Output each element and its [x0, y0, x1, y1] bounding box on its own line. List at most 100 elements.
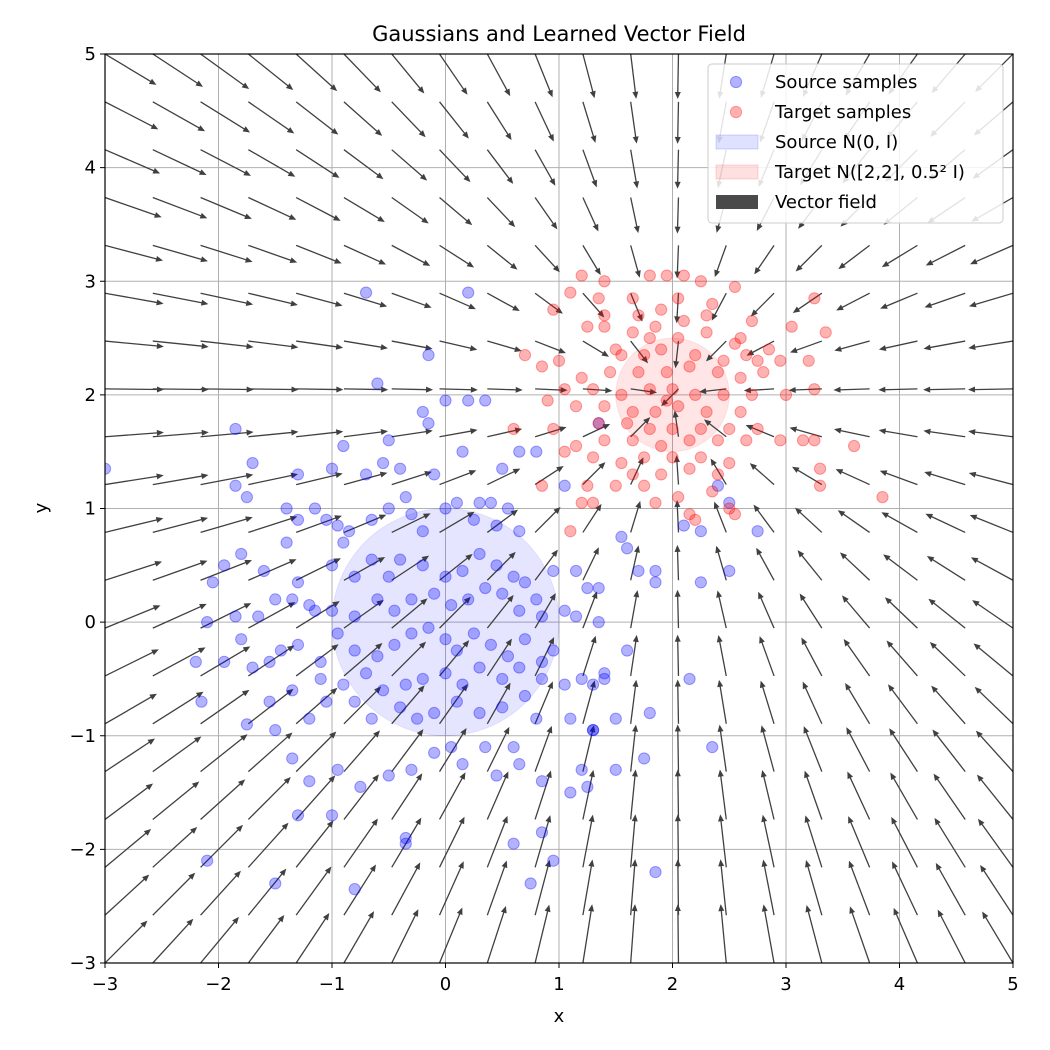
target-point — [672, 331, 685, 345]
target-point — [603, 366, 617, 379]
source-point — [376, 456, 390, 470]
vector-arrow — [925, 513, 966, 534]
vector-arrow — [970, 244, 1013, 265]
target-point — [813, 479, 827, 492]
vector-arrow — [438, 816, 465, 868]
source-point — [439, 394, 452, 407]
vector-arrow — [892, 861, 919, 916]
vector-arrow — [486, 815, 508, 868]
target-point — [734, 371, 747, 384]
vector-arrow — [674, 245, 681, 279]
vector-arrow — [248, 602, 296, 629]
source-point — [439, 633, 452, 646]
source-point — [609, 763, 622, 776]
target-point — [723, 456, 736, 470]
source-point — [479, 741, 492, 754]
source-point — [365, 553, 378, 566]
vector-arrow — [105, 560, 163, 581]
vector-arrow — [248, 196, 297, 220]
vector-arrow — [674, 149, 681, 189]
vector-arrow — [391, 428, 433, 438]
source-point — [382, 769, 395, 782]
vector-arrow — [152, 473, 209, 486]
vector-arrow — [439, 244, 475, 268]
vector-arrow — [486, 197, 516, 228]
vector-arrow — [630, 545, 640, 581]
target-point — [643, 383, 656, 396]
source-point — [450, 644, 463, 657]
source-point — [354, 780, 367, 793]
vector-arrow — [710, 458, 727, 485]
vector-arrow — [439, 511, 475, 533]
source-point — [348, 570, 361, 583]
source-point — [399, 491, 412, 504]
vector-arrow — [881, 244, 918, 268]
vector-arrow — [582, 635, 597, 677]
target-point — [683, 508, 696, 521]
vector-arrow — [200, 472, 254, 486]
source-point — [439, 667, 452, 680]
vector-arrow — [152, 691, 204, 725]
vector-arrow — [749, 463, 775, 486]
vector-arrow — [534, 54, 553, 98]
x-tick-label: 5 — [1007, 974, 1018, 995]
vector-arrow — [931, 685, 966, 725]
legend-label: Target N([2,2], 0.5² I) — [774, 162, 965, 183]
source-point — [428, 468, 441, 481]
vector-arrow — [924, 292, 966, 308]
source-point — [189, 655, 202, 668]
target-point — [598, 434, 611, 447]
source-point — [518, 576, 532, 589]
vector-arrow — [200, 916, 239, 963]
y-tick-label: −3 — [69, 953, 96, 974]
vector-arrow — [758, 591, 775, 629]
target-point — [552, 354, 566, 367]
source-point — [428, 587, 441, 600]
source-point — [371, 650, 384, 663]
vector-arrow — [630, 590, 640, 629]
vector-arrow — [630, 859, 638, 916]
source-point — [348, 695, 361, 708]
target-point — [626, 434, 639, 447]
vector-arrow — [717, 724, 727, 772]
target-point — [694, 451, 707, 464]
vector-arrow — [893, 907, 919, 963]
source-point — [513, 604, 526, 617]
source-point — [206, 576, 219, 589]
x-tick-label: 0 — [440, 974, 451, 995]
target-point — [711, 366, 725, 379]
target-point — [672, 400, 685, 413]
target-point — [598, 309, 611, 322]
vector-arrow — [152, 781, 200, 820]
source-point — [388, 638, 401, 651]
vector-arrow — [937, 909, 966, 963]
vector-arrow — [295, 644, 339, 677]
legend-label: Target samples — [774, 102, 911, 123]
target-point — [745, 388, 759, 401]
vector-arrow — [970, 557, 1013, 581]
source-point — [291, 638, 305, 651]
target-point — [689, 513, 702, 526]
target-point — [558, 445, 571, 458]
vector-arrow — [630, 197, 640, 234]
target-point — [819, 326, 832, 339]
source-point — [252, 610, 265, 623]
vector-arrow — [200, 734, 248, 773]
source-point — [450, 695, 463, 708]
vector-arrow — [391, 149, 428, 181]
source-point — [535, 655, 549, 668]
source-point — [235, 547, 248, 561]
vector-arrow — [975, 730, 1013, 773]
source-point — [586, 723, 600, 737]
vector-arrow — [391, 196, 429, 224]
source-point — [439, 502, 452, 515]
vector-arrow — [343, 911, 375, 963]
source-point — [484, 496, 497, 509]
vector-arrow — [247, 868, 287, 916]
vector-arrow — [105, 828, 152, 868]
vector-arrow — [247, 732, 293, 773]
vector-arrow — [486, 244, 518, 270]
vector-arrow — [718, 859, 727, 916]
x-tick-label: −2 — [205, 974, 232, 995]
